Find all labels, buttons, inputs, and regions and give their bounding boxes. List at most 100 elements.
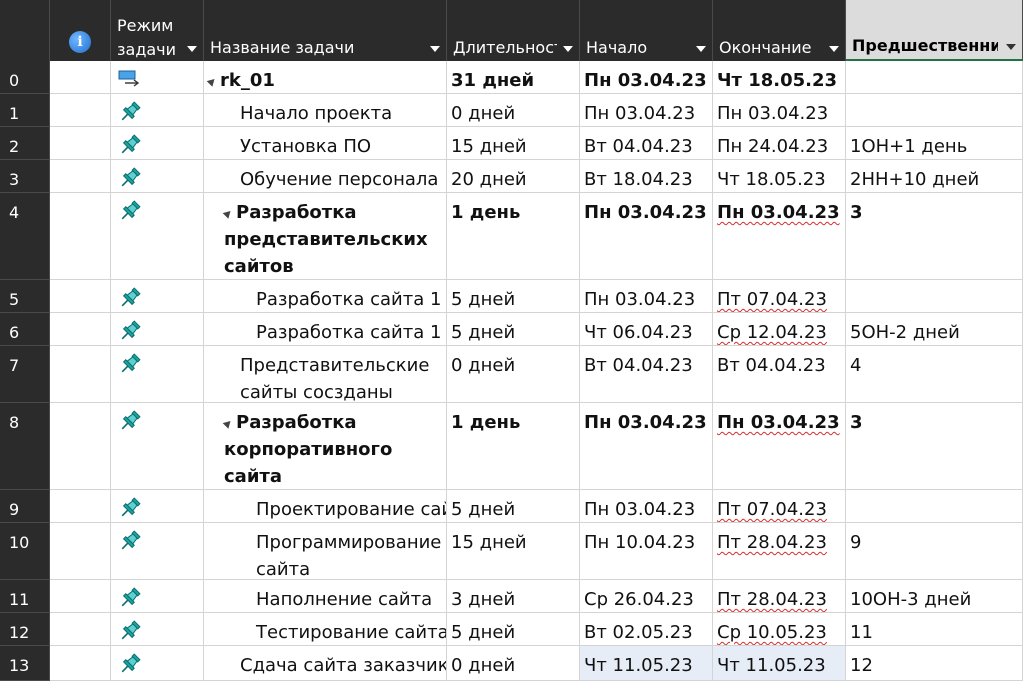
- task-mode-cell[interactable]: [111, 523, 204, 580]
- indicators-cell[interactable]: [50, 160, 111, 193]
- predecessors-cell[interactable]: 4: [846, 346, 1023, 403]
- chevron-down-icon[interactable]: [430, 46, 440, 52]
- table-row[interactable]: 4 Разработка представительских сайтов 1 день…: [0, 193, 1023, 280]
- start-cell[interactable]: Вт 18.04.23: [580, 160, 713, 193]
- task-mode-cell[interactable]: [111, 580, 204, 613]
- predecessors-cell[interactable]: [846, 280, 1023, 313]
- duration-cell[interactable]: 1 день: [447, 403, 580, 490]
- predecessors-cell[interactable]: 3: [846, 403, 1023, 490]
- predecessors-cell[interactable]: [846, 490, 1023, 523]
- indicators-cell[interactable]: [50, 61, 111, 94]
- predecessors-cell[interactable]: 1ОН+1 день: [846, 127, 1023, 160]
- row-id-cell[interactable]: 4: [0, 193, 50, 280]
- task-mode-cell[interactable]: [111, 613, 204, 646]
- finish-cell[interactable]: Вт 04.04.23: [713, 346, 846, 403]
- row-id-cell[interactable]: 7: [0, 346, 50, 403]
- task-name-cell[interactable]: Разработка сайта 1: [204, 313, 447, 346]
- row-id-cell[interactable]: 9: [0, 490, 50, 523]
- start-cell[interactable]: Вт 02.05.23: [580, 613, 713, 646]
- duration-cell[interactable]: 0 дней: [447, 94, 580, 127]
- task-name-cell[interactable]: Обучение персонала: [204, 160, 447, 193]
- duration-cell[interactable]: 31 дней: [447, 61, 580, 94]
- predecessors-cell[interactable]: 3: [846, 193, 1023, 280]
- task-mode-cell[interactable]: [111, 313, 204, 346]
- predecessors-cell[interactable]: 9: [846, 523, 1023, 580]
- table-row[interactable]: 10 Программирование сайта 15 дней Пн 10.04.2…: [0, 523, 1023, 580]
- chevron-down-icon[interactable]: [696, 46, 706, 52]
- task-name-cell[interactable]: Установка ПО: [204, 127, 447, 160]
- table-row[interactable]: 8 Разработка корпоративного сайта 1 день Пн 0…: [0, 403, 1023, 490]
- row-id-cell[interactable]: 11: [0, 580, 50, 613]
- row-id-cell[interactable]: 8: [0, 403, 50, 490]
- collapse-triangle-icon[interactable]: [222, 207, 234, 219]
- task-mode-cell[interactable]: [111, 193, 204, 280]
- table-row[interactable]: 0 rk_01 31 дней Пн 03.04.23 Чт 18.05.23: [0, 61, 1023, 94]
- finish-cell[interactable]: Пн 03.04.23: [713, 94, 846, 127]
- start-cell[interactable]: Пн 03.04.23: [580, 490, 713, 523]
- start-cell[interactable]: Пн 03.04.23: [580, 94, 713, 127]
- chevron-down-icon[interactable]: [563, 46, 573, 52]
- task-mode-cell[interactable]: [111, 403, 204, 490]
- indicators-cell[interactable]: [50, 580, 111, 613]
- duration-cell[interactable]: 0 дней: [447, 646, 580, 681]
- start-cell[interactable]: Пн 10.04.23: [580, 523, 713, 580]
- row-id-cell[interactable]: 2: [0, 127, 50, 160]
- row-id-cell[interactable]: 0: [0, 61, 50, 94]
- header-indicators[interactable]: i: [50, 0, 111, 61]
- indicators-cell[interactable]: [50, 523, 111, 580]
- finish-cell[interactable]: Пн 03.04.23: [713, 193, 846, 280]
- indicators-cell[interactable]: [50, 646, 111, 681]
- predecessors-cell[interactable]: 10ОН-3 дней: [846, 580, 1023, 613]
- duration-cell[interactable]: 5 дней: [447, 490, 580, 523]
- table-row[interactable]: 6 Разработка сайта 1 5 дней Чт 06.04.23 Ср 1…: [0, 313, 1023, 346]
- row-id-cell[interactable]: 5: [0, 280, 50, 313]
- task-name-cell[interactable]: Проектирование сайта: [204, 490, 447, 523]
- task-mode-cell[interactable]: [111, 646, 204, 681]
- duration-cell[interactable]: 5 дней: [447, 313, 580, 346]
- start-cell[interactable]: Ср 26.04.23: [580, 580, 713, 613]
- predecessors-cell[interactable]: [846, 94, 1023, 127]
- task-name-cell[interactable]: Разработка сайта 1: [204, 280, 447, 313]
- row-id-cell[interactable]: 1: [0, 94, 50, 127]
- finish-cell[interactable]: Чт 18.05.23: [713, 160, 846, 193]
- indicators-cell[interactable]: [50, 127, 111, 160]
- start-cell[interactable]: Пн 03.04.23: [580, 403, 713, 490]
- finish-cell[interactable]: Ср 12.04.23: [713, 313, 846, 346]
- indicators-cell[interactable]: [50, 193, 111, 280]
- header-predecessors[interactable]: Предшественни: [846, 0, 1023, 61]
- duration-cell[interactable]: 20 дней: [447, 160, 580, 193]
- predecessors-cell[interactable]: 12: [846, 646, 1023, 681]
- finish-cell[interactable]: Чт 18.05.23: [713, 61, 846, 94]
- table-row[interactable]: 5 Разработка сайта 1 5 дней Пн 03.04.23 Пт 0…: [0, 280, 1023, 313]
- table-row[interactable]: 13 Сдача сайта заказчику 0 дней Чт 11.05.23…: [0, 646, 1023, 681]
- finish-cell[interactable]: Пт 07.04.23: [713, 490, 846, 523]
- header-duration[interactable]: Длительность: [447, 0, 580, 61]
- row-id-cell[interactable]: 10: [0, 523, 50, 580]
- start-cell[interactable]: Чт 11.05.23: [580, 646, 713, 681]
- start-cell[interactable]: Пн 03.04.23: [580, 61, 713, 94]
- indicators-cell[interactable]: [50, 94, 111, 127]
- duration-cell[interactable]: 5 дней: [447, 280, 580, 313]
- duration-cell[interactable]: 15 дней: [447, 523, 580, 580]
- chevron-down-icon[interactable]: [187, 46, 197, 52]
- task-name-cell[interactable]: Начало проекта: [204, 94, 447, 127]
- task-mode-cell[interactable]: [111, 61, 204, 94]
- header-finish[interactable]: Окончание: [713, 0, 846, 61]
- start-cell[interactable]: Чт 06.04.23: [580, 313, 713, 346]
- task-mode-cell[interactable]: [111, 490, 204, 523]
- indicators-cell[interactable]: [50, 403, 111, 490]
- predecessors-cell[interactable]: [846, 61, 1023, 94]
- table-row[interactable]: 1 Начало проекта 0 дней Пн 03.04.23 Пн 03.04…: [0, 94, 1023, 127]
- header-start[interactable]: Начало: [580, 0, 713, 61]
- finish-cell[interactable]: Пн 03.04.23: [713, 403, 846, 490]
- task-mode-cell[interactable]: [111, 160, 204, 193]
- predecessors-cell[interactable]: 5ОН-2 дней: [846, 313, 1023, 346]
- header-task-name[interactable]: Название задачи: [204, 0, 447, 61]
- indicators-cell[interactable]: [50, 490, 111, 523]
- task-name-cell[interactable]: Наполнение сайта: [204, 580, 447, 613]
- start-cell[interactable]: Вт 04.04.23: [580, 346, 713, 403]
- chevron-down-icon[interactable]: [1006, 44, 1016, 50]
- finish-cell[interactable]: Ср 10.05.23: [713, 613, 846, 646]
- table-row[interactable]: 12 Тестирование сайта 5 дней Вт 02.05.23 Ср …: [0, 613, 1023, 646]
